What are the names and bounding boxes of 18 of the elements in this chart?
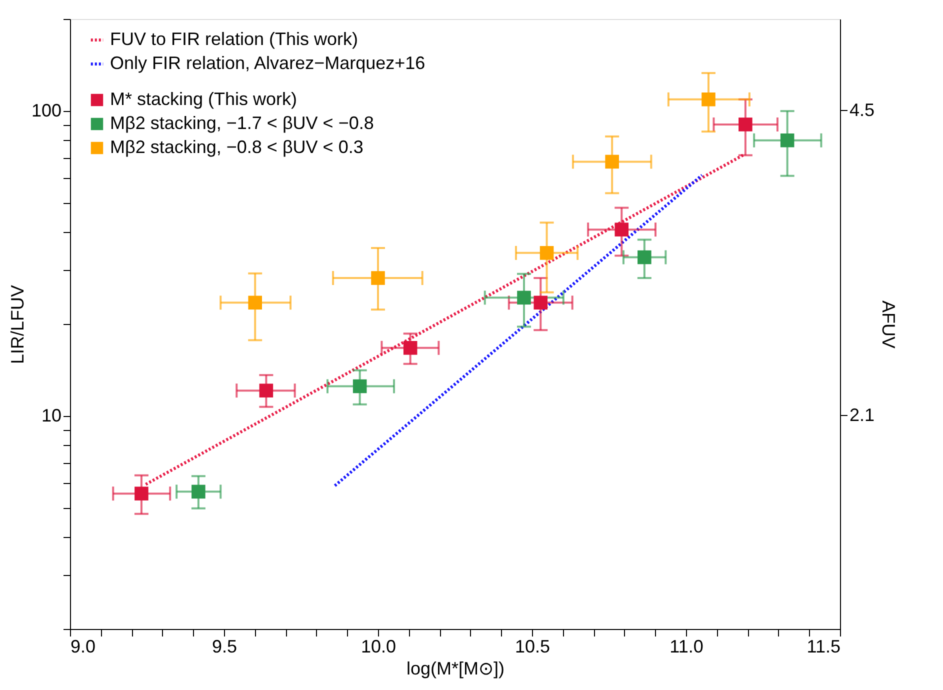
y2-axis-title: AFUV bbox=[878, 300, 899, 349]
x-axis-title: log(M*[M⊙]) bbox=[406, 658, 505, 678]
x-tick-label: 9.0 bbox=[70, 636, 96, 656]
y-axis-title: LIR/LFUV bbox=[7, 284, 28, 364]
legend-label: FUV to FIR relation (This work) bbox=[110, 29, 358, 49]
legend-label: Mβ2 stacking, −1.7 < βUV < −0.8 bbox=[110, 113, 374, 133]
x-tick-label: 9.5 bbox=[212, 636, 238, 656]
y2-tick-label: 2.1 bbox=[850, 405, 875, 425]
x-tick-label: 11.5 bbox=[806, 636, 840, 656]
legend-label: Only FIR relation, Alvarez−Marquez+16 bbox=[110, 53, 426, 73]
x-tick-label: 10.5 bbox=[514, 636, 550, 656]
y-tick-label: 100 bbox=[31, 100, 62, 120]
x-tick-label: 10.0 bbox=[360, 636, 396, 656]
legend-label: M* stacking (This work) bbox=[110, 89, 298, 109]
x-tick-label: 11.0 bbox=[670, 636, 704, 656]
legend-label: Mβ2 stacking, −0.8 < βUV < 0.3 bbox=[110, 137, 364, 157]
y-tick-label: 10 bbox=[41, 405, 62, 426]
y2-tick-label: 4.5 bbox=[850, 100, 875, 120]
